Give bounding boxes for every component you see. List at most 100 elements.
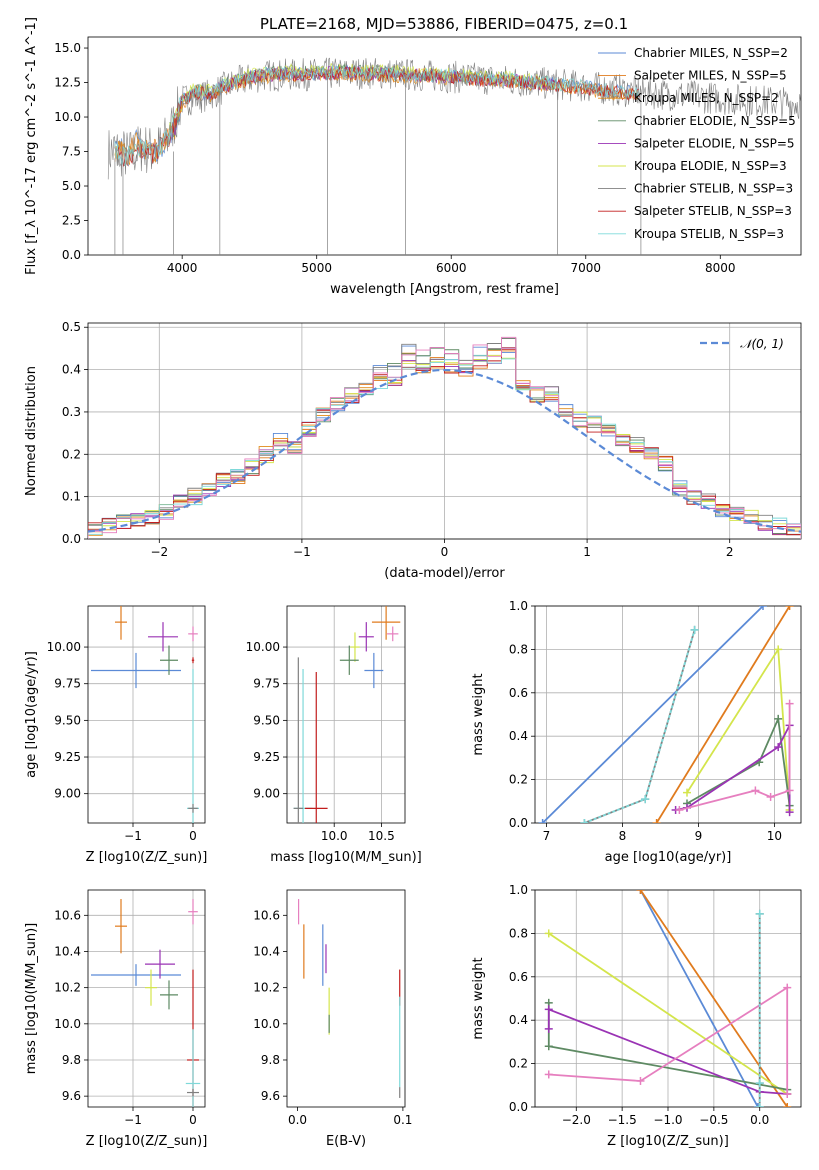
weight-marker [675,805,684,814]
x-tick-label: −1 [293,545,311,559]
normal-curve [87,368,802,533]
y-tick-label: 0.0 [62,532,81,546]
x-tick-label: −0.5 [699,1113,728,1127]
weight-marker [785,699,794,708]
y-tick-label: 0.8 [509,642,528,656]
grid-lines [535,889,801,1108]
weight-line [548,985,789,1094]
y-tick-label: 15.0 [54,41,81,55]
x-tick-label: 0 [189,1113,197,1127]
legend-entry: Chabrier MILES, N_SSP=2 [634,46,788,60]
weight-line [548,932,788,1095]
error-bar-point [148,622,178,652]
weight-line [547,1008,788,1095]
panels: 4000 5000 6000 7000 80000.02.55.07.510.012.5… [24,17,802,1149]
legend-entry: 𝒩(0, 1) [740,337,784,351]
model-spectrum-line [114,65,640,166]
y-tick-label: 0.0 [509,1100,528,1114]
error-bar-point [91,964,181,986]
y-tick-label: 10.0 [54,110,81,124]
y-tick-label: 0.3 [62,405,81,419]
x-tick-label: 2 [726,545,734,559]
error-bar-point [350,632,360,662]
weight_vs_Z-axes: −2.0 −1.5 −1.0 −0.5 0.0 0.0 0.2 0.4 0.6 0.8 1.0 Z [… [471,883,802,1149]
spectrum-axes: 4000 5000 6000 7000 8000 0.0 2.5 5.0 7.5 10.0 12.5… [24,17,802,297]
weight-marker [544,1042,553,1051]
x-tick-label: 6000 [436,261,467,275]
legend-entry: Kroupa MILES, N_SSP=2 [634,91,779,105]
x-axis-label: mass [log10(M/M_sun)] [270,850,422,865]
y-tick-label: 5.0 [62,179,81,193]
y-tick-label: 0.4 [509,1013,528,1027]
age_vs_mass-axes: 10.0 10.5 9.00 9.25 9.50 9.75 10.00 mass [log10… [246,605,422,865]
y-axis-label: Normed distribution [24,366,39,496]
age_vs_Z-axes: −1 0 9.00 9.25 9.50 9.75 10.00 Z [log10(Z/Z_sun… [24,605,207,865]
histogram-step [88,354,801,539]
y-axis-label: age [log10(age/yr)] [24,651,39,778]
model-spectrum-line [114,66,640,167]
weight-marker [636,890,645,894]
y-axis-label: mass [log10(M/M_sun)] [24,923,39,1075]
error-bar-point [188,626,198,642]
ticks: 10.0 10.5 9.00 9.25 9.50 9.75 10.00 [246,640,395,843]
y-tick-label: 10.00 [47,640,81,654]
y-tick-label: 0.2 [509,1057,528,1071]
y-tick-label: 9.50 [54,713,81,727]
weight-marker [785,808,794,817]
weight-marker [544,1024,553,1033]
weight-marker [636,1076,645,1085]
weight-marker [544,1070,553,1079]
weight-marker [783,1089,792,1098]
x-tick-label: 8 [619,829,627,843]
x-tick-label: 0 [441,545,449,559]
histogram-step [88,336,801,539]
plot-frame [534,605,802,824]
x-tick-label: −1 [124,1113,142,1127]
ticks: −2 −1 0 1 2 0.0 0.1 0.2 0.3 0.4 0.5 [62,320,734,559]
error-bar-point [339,645,359,675]
x-tick-label: 10 [767,829,782,843]
spectrum-lines [107,57,801,255]
ticks: −1 0 9.6 9.8 10.0 10.2 10.4 10.6 [54,908,197,1127]
error-bar-point [145,969,157,1006]
ticks: 7 8 9 10 0.0 0.2 0.4 0.6 0.8 1.0 [509,599,782,843]
y-tick-label: 0.4 [62,363,81,377]
y-tick-label: 0.0 [509,816,528,830]
y-tick-label: 7.5 [62,145,81,159]
y-tick-label: 0.6 [509,686,528,700]
weight-marker [683,788,691,797]
x-tick-label: 9 [695,829,703,843]
plot-frame [286,889,406,1108]
x-tick-label: 10.0 [321,829,348,843]
x-tick-label: −2.0 [562,1113,591,1127]
ticks: 4000 5000 6000 7000 8000 0.0 2.5 5.0 7.5 10.0 12.5… [54,41,735,275]
mass_vs_Z-axes: −1 0 9.6 9.8 10.0 10.2 10.4 10.6 Z [log10(Z/Z_su… [24,889,207,1149]
y-tick-label: 10.0 [54,1017,81,1031]
y-tick-label: 0.2 [62,447,81,461]
y-tick-label: 10.6 [253,908,280,922]
weight-marker [755,1079,764,1088]
y-axis-label: Flux [f_λ 10^-17 erg cm^-2 s^-1 A^-1] [24,17,39,275]
y-tick-label: 9.00 [54,787,81,801]
weight-marker [544,1005,553,1014]
model-spectrum-line [114,66,640,168]
weight-marker [652,819,661,823]
x-axis-label: (data-model)/error [384,566,505,581]
y-tick-label: 9.8 [261,1053,280,1067]
x-axis-label: wavelength [Angstrom, rest frame] [330,282,559,297]
error-bar-point [188,899,198,925]
y-tick-label: 9.25 [253,750,280,764]
y-tick-label: 0.2 [509,773,528,787]
weight-marker [753,1103,762,1107]
error-bar-point [145,949,175,979]
ticks: −2.0 −1.5 −1.0 −0.5 0.0 0.0 0.2 0.4 0.6 0.8 1.0 [509,883,769,1127]
weight-marker [755,1103,764,1107]
error-bar-point [187,1088,199,1097]
error-bar-point [91,652,181,689]
weight-marker [774,714,783,723]
weight-marker [641,795,650,804]
y-tick-label: 0.1 [62,490,81,504]
y-tick-label: 10.0 [253,1017,280,1031]
error-bar-point [387,626,399,642]
figure-title: PLATE=2168, MJD=53886, FIBERID=0475, z=0… [260,15,628,33]
